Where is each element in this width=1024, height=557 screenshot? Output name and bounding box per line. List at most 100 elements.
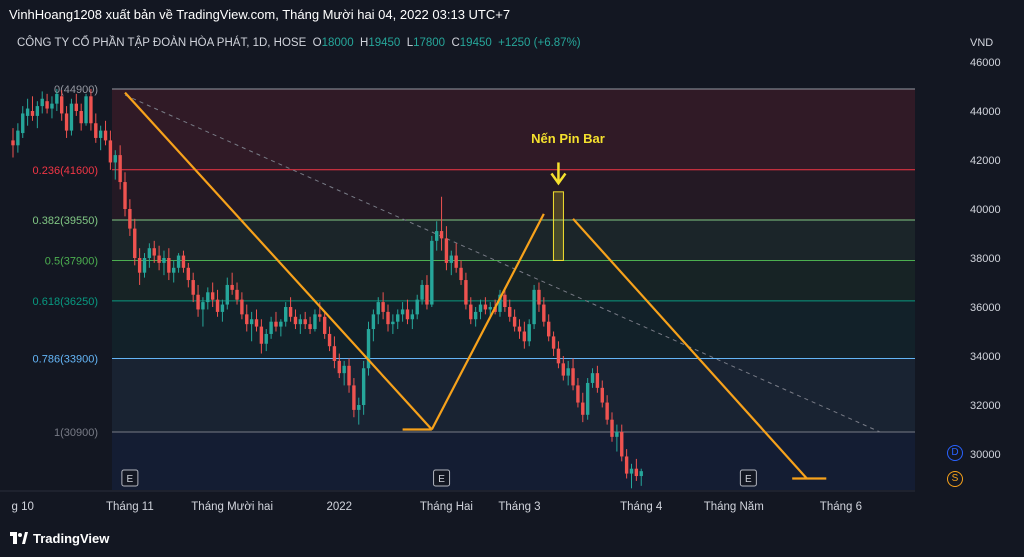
candle-body <box>624 456 629 474</box>
fib-band <box>112 260 915 301</box>
candle-body <box>430 240 434 305</box>
y-tick-label: 32000 <box>970 400 1001 412</box>
candle-body <box>235 289 239 300</box>
y-tick-label: 44000 <box>970 106 1001 118</box>
price-axis-bg <box>915 55 1024 522</box>
candle-body <box>366 329 371 369</box>
candle-body <box>50 103 54 109</box>
candle-body <box>595 373 600 388</box>
candle-body <box>634 468 639 477</box>
candle-body <box>512 316 517 327</box>
candle-body <box>274 321 278 327</box>
pin-bar-arrow-head-icon <box>550 172 567 186</box>
candle-body <box>206 292 210 303</box>
candle-body <box>454 255 458 268</box>
candle-body <box>30 111 35 116</box>
candle-body <box>391 321 395 325</box>
candle-body <box>322 316 327 334</box>
candle-body <box>357 405 361 410</box>
orange-trend-line <box>572 218 808 480</box>
candle-body <box>503 294 507 307</box>
candle-body <box>342 365 346 374</box>
candle-body <box>284 307 288 322</box>
fib-level-label: 0.5(37900) <box>45 255 98 267</box>
candle-body <box>240 299 244 315</box>
candle-body <box>186 267 191 281</box>
candle-body <box>89 96 93 124</box>
candle-body <box>420 284 424 300</box>
dividend-badge-icon[interactable]: D <box>947 445 963 461</box>
candle-body <box>352 385 356 410</box>
change-value: +1250 (+6.87%) <box>498 37 581 49</box>
candle-body <box>69 103 74 131</box>
candle-body <box>464 280 468 305</box>
x-tick-label: Tháng 4 <box>620 501 663 513</box>
candle-body <box>152 248 156 256</box>
top-bar: VinhHoang1208 xuất bản về TradingView.co… <box>0 0 1024 28</box>
candle-body <box>279 321 283 327</box>
earnings-mark-icon <box>739 469 757 487</box>
candle-body <box>590 373 595 383</box>
candle-body <box>84 96 88 124</box>
candle-body <box>508 307 512 317</box>
candle-body <box>191 280 195 295</box>
candle-body <box>561 363 566 376</box>
candle-body <box>55 93 59 104</box>
open-value: 18000 <box>321 37 354 49</box>
candle-body <box>517 326 522 332</box>
candle-body <box>537 289 541 305</box>
open-label: O <box>312 37 322 49</box>
candle-body <box>176 255 181 268</box>
candle-body <box>167 258 171 273</box>
fib-band <box>112 169 915 221</box>
candle-body <box>400 309 405 315</box>
fib-band <box>112 220 915 261</box>
high-label: H <box>360 37 369 49</box>
candle-body <box>215 299 220 312</box>
candle-body <box>298 319 303 325</box>
fib-band <box>112 300 915 359</box>
split-badge-icon[interactable]: S <box>947 471 963 487</box>
fib-level-label: 0(44900) <box>54 84 98 96</box>
candle-body <box>620 431 624 457</box>
candle-body <box>25 108 30 116</box>
candle-body <box>615 431 619 437</box>
candle-body <box>405 309 410 320</box>
candle-body <box>269 321 273 334</box>
y-tick-label: 36000 <box>970 302 1001 314</box>
y-tick-label: 46000 <box>970 57 1001 69</box>
candle-body <box>415 299 419 315</box>
candle-body <box>64 113 69 131</box>
earnings-mark-label: E <box>438 474 445 485</box>
candle-body <box>230 284 234 290</box>
candle-body <box>444 238 449 263</box>
candle-body <box>254 319 259 327</box>
earnings-mark-label: E <box>745 474 752 485</box>
orange-trend-line <box>430 213 545 431</box>
x-tick-label: Tháng 6 <box>820 501 862 513</box>
candle-body <box>381 302 385 312</box>
candle-body <box>225 284 229 305</box>
candle-body <box>337 360 341 374</box>
candle-body <box>376 302 380 315</box>
candle-body <box>522 331 527 342</box>
candle-body <box>605 402 609 420</box>
x-tick-label: g 10 <box>12 501 34 513</box>
candle-body <box>439 231 444 239</box>
candle-body <box>498 294 502 312</box>
dashed-trendline <box>124 94 881 433</box>
candle-body <box>551 336 556 349</box>
candle-body <box>45 101 49 109</box>
footer-brand[interactable]: TradingView <box>33 531 110 546</box>
candle-body <box>98 130 103 138</box>
candle-body <box>303 319 307 325</box>
candle-body <box>142 258 147 273</box>
candle-body <box>527 324 531 342</box>
x-tick-label: Tháng Mười hai <box>191 501 273 513</box>
price-chart[interactable]: 0(44900) 0.236(41600) 0.382(39550) 0.5(3790… <box>0 0 1024 522</box>
candle-body <box>35 106 40 116</box>
fib-level-label: 0.618(36250) <box>33 296 98 308</box>
candle-body <box>172 267 176 273</box>
candle-body <box>16 130 20 146</box>
y-tick-label: 42000 <box>970 155 1001 167</box>
